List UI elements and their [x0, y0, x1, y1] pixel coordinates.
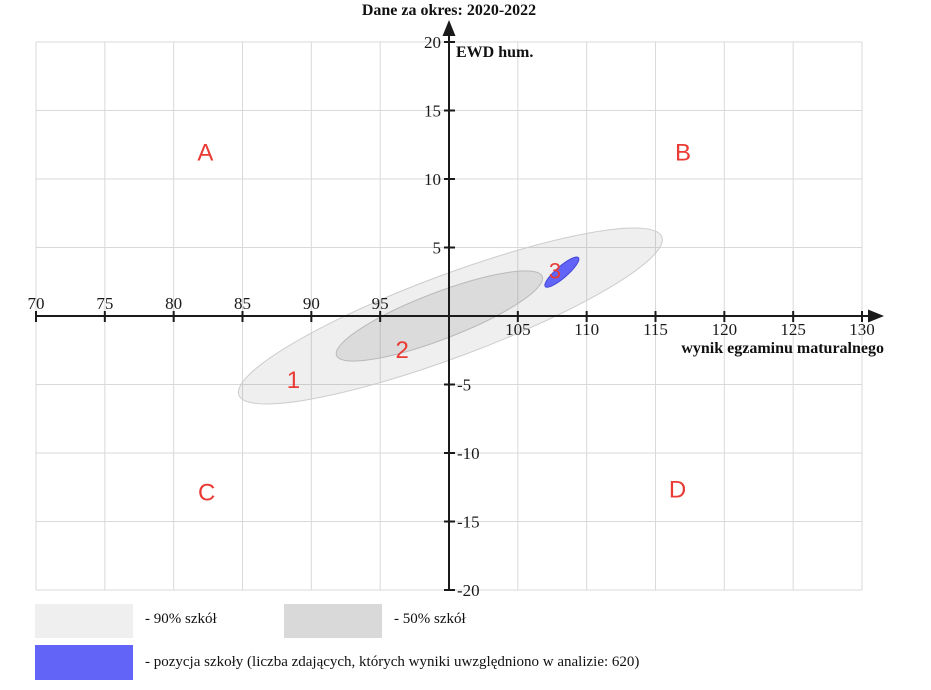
x-tick-label-80: 80	[165, 294, 182, 313]
x-tick-label-75: 75	[96, 294, 113, 313]
legend-label-school-position: - pozycja szkoły (liczba zdających, któr…	[145, 654, 640, 670]
x-tick-label-110: 110	[574, 320, 599, 339]
x-tick-label-125: 125	[780, 320, 806, 339]
quadrant-label-a: A	[197, 140, 213, 167]
ellipse-number-label-1: 1	[287, 367, 300, 394]
legend-label-50-percent: - 50% szkół	[394, 611, 466, 627]
x-tick-label-115: 115	[643, 320, 668, 339]
x-tick-label-95: 95	[372, 294, 389, 313]
chart-title: Dane za okres: 2020-2022	[361, 2, 537, 19]
y-tick-label--20: -20	[457, 581, 480, 600]
x-tick-label-105: 105	[505, 320, 531, 339]
legend-swatch-50-percent	[284, 604, 382, 638]
x-tick-label-85: 85	[234, 294, 251, 313]
x-tick-label-90: 90	[303, 294, 320, 313]
y-tick-label-5: 5	[433, 239, 442, 258]
quadrant-label-d: D	[669, 477, 686, 504]
quadrant-label-b: B	[675, 140, 691, 167]
x-tick-label-70: 70	[28, 294, 45, 313]
ellipse-number-label-2: 2	[396, 337, 409, 364]
y-tick-label--10: -10	[457, 444, 480, 463]
x-tick-label-120: 120	[712, 320, 738, 339]
legend-swatch-90-percent	[35, 604, 133, 638]
legend-label-90-percent: - 90% szkół	[145, 611, 217, 627]
ellipse-3	[544, 256, 580, 288]
ellipse-number-label-3: 3	[549, 258, 561, 283]
legend-swatch-school-position	[35, 645, 133, 680]
x-axis-title: wynik egzaminu maturalnego	[681, 340, 884, 357]
y-tick-label-10: 10	[424, 170, 441, 189]
y-tick-label-15: 15	[424, 102, 441, 121]
y-axis-arrow-icon	[442, 20, 456, 36]
x-tick-label-130: 130	[849, 320, 875, 339]
x-axis-arrow-icon	[868, 309, 884, 323]
y-tick-label--5: -5	[457, 376, 471, 395]
y-tick-label--15: -15	[457, 513, 480, 532]
y-axis-title: EWD hum.	[456, 44, 534, 61]
quadrant-label-c: C	[198, 479, 215, 506]
y-tick-label-20: 20	[424, 33, 441, 52]
